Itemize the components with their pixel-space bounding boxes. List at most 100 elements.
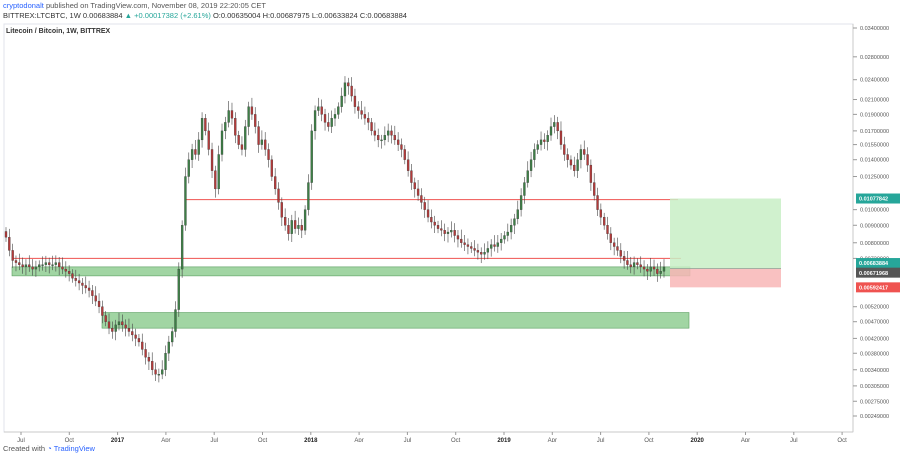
candle-body [579,149,583,160]
candle-body [91,290,94,296]
long-position-tool[interactable] [670,198,781,288]
candle-body [460,238,463,243]
candle-body [523,182,526,196]
candle-body [121,321,124,326]
candle-body [546,135,549,142]
candle-body [377,135,380,141]
candle-body [569,159,573,166]
candle-body [97,300,101,307]
ohlc-line: BITTREX:LTCBTC, 1W 0.00683884 ▲ +0.00017… [3,11,407,21]
candle-body [264,139,267,150]
candle-body [54,262,57,265]
price-axis[interactable]: 0.03400000 0.02800000 0.02400000 0.02100000… [852,24,889,432]
candle-body [529,159,533,171]
candle-body [254,114,257,127]
price-tag-label: 0.00671968 [859,271,888,277]
candle-body [337,106,340,115]
candle-body [310,130,313,183]
stop-zone [670,268,781,288]
candle-body [347,82,350,87]
price-tag-label: 0.00592417 [859,286,888,292]
author-link[interactable]: cryptodonalt [3,1,44,10]
price-change: +0.00017382 (+2.61%) [134,11,211,20]
price-tick-label: 0.00800000 [860,241,889,247]
tradingview-brand[interactable]: TradingView [53,444,95,453]
time-tick-label: Apr [354,438,363,442]
candle-body [406,159,410,171]
candle-body [480,252,483,255]
candle-body [240,144,244,150]
candle-body [626,260,629,265]
candle-body [506,231,509,236]
price-tick-label: 0.02100000 [860,98,889,104]
candle-body [64,268,67,272]
candle-body [270,159,274,177]
candle-body [420,195,423,203]
candle-body [609,233,612,243]
candle-body [646,268,649,272]
candle-body [190,149,194,160]
candle-body [194,149,197,155]
candle-body [81,282,84,286]
candle-body [333,114,337,119]
candle-body [323,114,327,123]
time-tick-label: Jul [210,438,218,442]
candle-body [61,266,64,270]
candle-body [652,266,656,270]
time-axis[interactable]: Jul Oct 2017 Apr Jul Oct 2018 Apr Jul Oct 2019 Apr J… [4,431,853,444]
price-tick-label: 0.01900000 [860,112,889,118]
candle-body [234,118,237,136]
candle-body [141,341,144,350]
target-zone [670,198,781,269]
candle-body [639,264,642,268]
candle-body [509,225,513,233]
candle-body [144,349,147,358]
chart-header: cryptodonalt published on TradingView.co… [3,1,407,21]
candle-body [107,321,111,329]
candlestick-chart[interactable]: 0.03400000 0.02800000 0.02400000 0.02100000… [0,22,900,444]
candle-body [443,230,446,234]
candle-body [662,266,666,272]
candle-body [483,252,486,255]
candle-body [360,110,363,115]
price-tick-label: 0.01550000 [860,143,889,149]
price-tick-label: 0.02400000 [860,78,889,84]
candle-body [297,225,300,229]
symbol-label: BITTREX:LTCBTC, 1W [3,11,81,20]
candle-body [456,235,460,240]
candles [4,76,666,383]
close-value: C:0.00683884 [359,11,407,20]
high-value: H:0.00687975 [262,11,310,20]
candle-body [400,144,403,150]
candle-body [127,328,131,332]
candle-body [48,262,51,265]
candle-body [8,237,11,251]
candle-body [287,225,290,234]
candle-body [174,309,177,332]
candle-body [433,221,436,226]
candle-body [187,159,190,177]
candle-body [77,280,81,284]
candle-body [410,170,413,183]
time-tick-label: Jul [790,438,798,442]
candle-body [603,217,606,226]
footer: Created with ◔ TradingView [3,444,95,453]
candle-body [642,266,646,270]
candle-body [470,246,473,249]
candle-body [539,139,543,145]
price-tick-label: 0.00900000 [860,223,889,229]
candle-body [157,374,161,376]
chart-area[interactable]: 0.03400000 0.02800000 0.02400000 0.02100000… [0,22,900,444]
candle-body [649,266,652,272]
price-tags: 0.01077842 0.00683884 0.00671968 0.00592417 [856,193,900,293]
price-tick-label: 0.00420000 [860,336,889,342]
candle-body [453,230,456,236]
candle-body [430,217,433,223]
candle-body [390,130,393,136]
candle-body [257,126,260,145]
time-tick-label: 2020 [691,438,705,442]
price-tick-label: 0.00305000 [860,384,889,390]
time-tick-label: Oct [644,438,654,442]
support-zone [101,312,690,329]
candle-body [440,228,443,231]
